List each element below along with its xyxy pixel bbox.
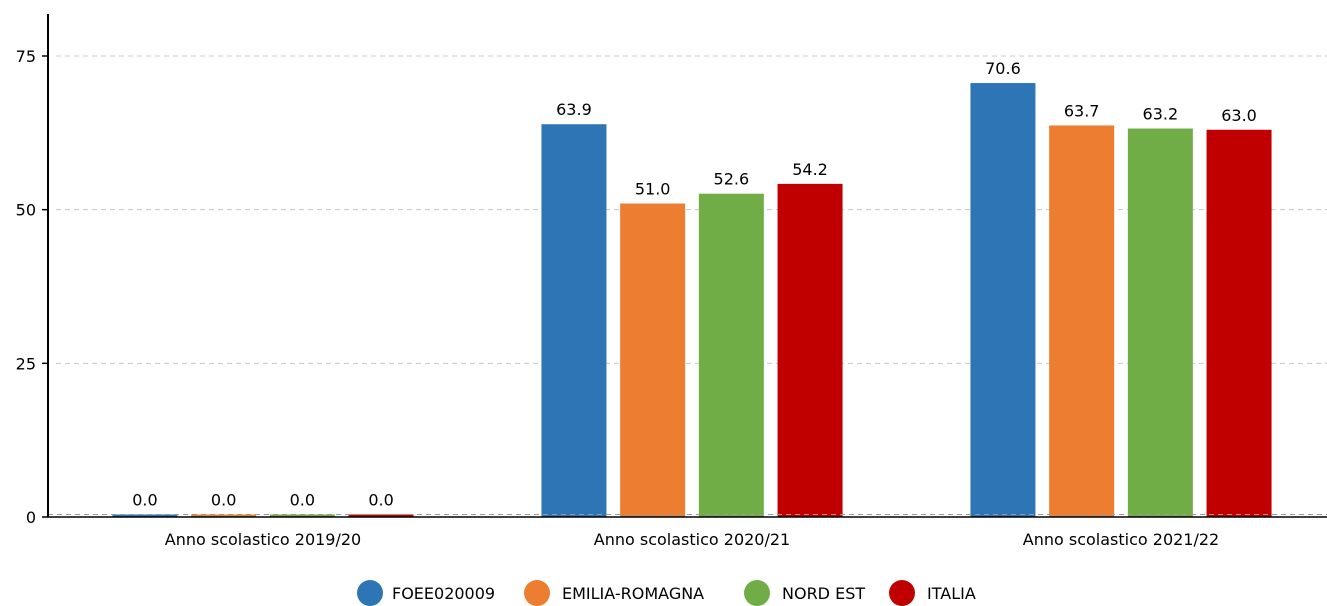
data-label: 70.6: [985, 59, 1021, 78]
legend-label: ITALIA: [927, 584, 976, 603]
y-tick-label: 0: [26, 508, 36, 527]
legend-item[interactable]: NORD EST: [744, 580, 865, 606]
legend-swatch: [357, 580, 383, 606]
bar: [698, 193, 764, 517]
bar: [1127, 128, 1193, 517]
legend-label: NORD EST: [782, 584, 865, 603]
legend-swatch: [889, 580, 915, 606]
bar: [112, 514, 178, 517]
x-tick-label: Anno scolastico 2020/21: [594, 530, 790, 549]
data-label: 0.0: [132, 491, 157, 510]
x-tick-label: Anno scolastico 2021/22: [1023, 530, 1219, 549]
data-label: 0.0: [211, 491, 236, 510]
data-label: 63.0: [1221, 106, 1257, 125]
data-label: 63.2: [1143, 105, 1179, 124]
y-tick-label: 50: [16, 201, 36, 220]
legend-label: FOEE020009: [392, 584, 495, 603]
data-label: 54.2: [792, 160, 828, 179]
data-label: 0.0: [368, 491, 393, 510]
legend-item[interactable]: ITALIA: [889, 580, 976, 606]
y-tick-label: 25: [16, 354, 36, 373]
legend-item[interactable]: EMILIA-ROMAGNA: [524, 580, 704, 606]
data-label: 52.6: [714, 170, 750, 189]
data-label: 51.0: [635, 180, 671, 199]
legend-swatch: [524, 580, 550, 606]
bar: [777, 183, 843, 518]
legend-swatch: [744, 580, 770, 606]
data-label: 63.9: [556, 100, 592, 119]
legend-label: EMILIA-ROMAGNA: [562, 584, 704, 603]
axes: 0 25 50 75 Anno scolastico 2019/20 Anno scola…: [16, 14, 1327, 549]
bar: [1206, 129, 1272, 517]
bars: 0.0 0.0 0.0 0.0 63.9 51.0 52.6 54.2 70.6 63.7 63.2…: [112, 59, 1272, 518]
y-tick-label: 75: [16, 47, 36, 66]
data-label: 63.7: [1064, 101, 1100, 120]
bar: [191, 514, 257, 517]
gridlines: [56, 55, 1327, 364]
legend-item[interactable]: FOEE020009: [357, 580, 495, 606]
bar: [970, 83, 1036, 517]
x-tick-label: Anno scolastico 2019/20: [165, 530, 361, 549]
bar: [269, 514, 335, 517]
bar: [620, 203, 686, 517]
bar: [1049, 125, 1115, 517]
data-label: 0.0: [290, 491, 315, 510]
legend: FOEE020009 EMILIA-ROMAGNA NORD EST ITALIA: [357, 580, 976, 606]
bar: [348, 514, 414, 517]
bar: [541, 124, 607, 517]
